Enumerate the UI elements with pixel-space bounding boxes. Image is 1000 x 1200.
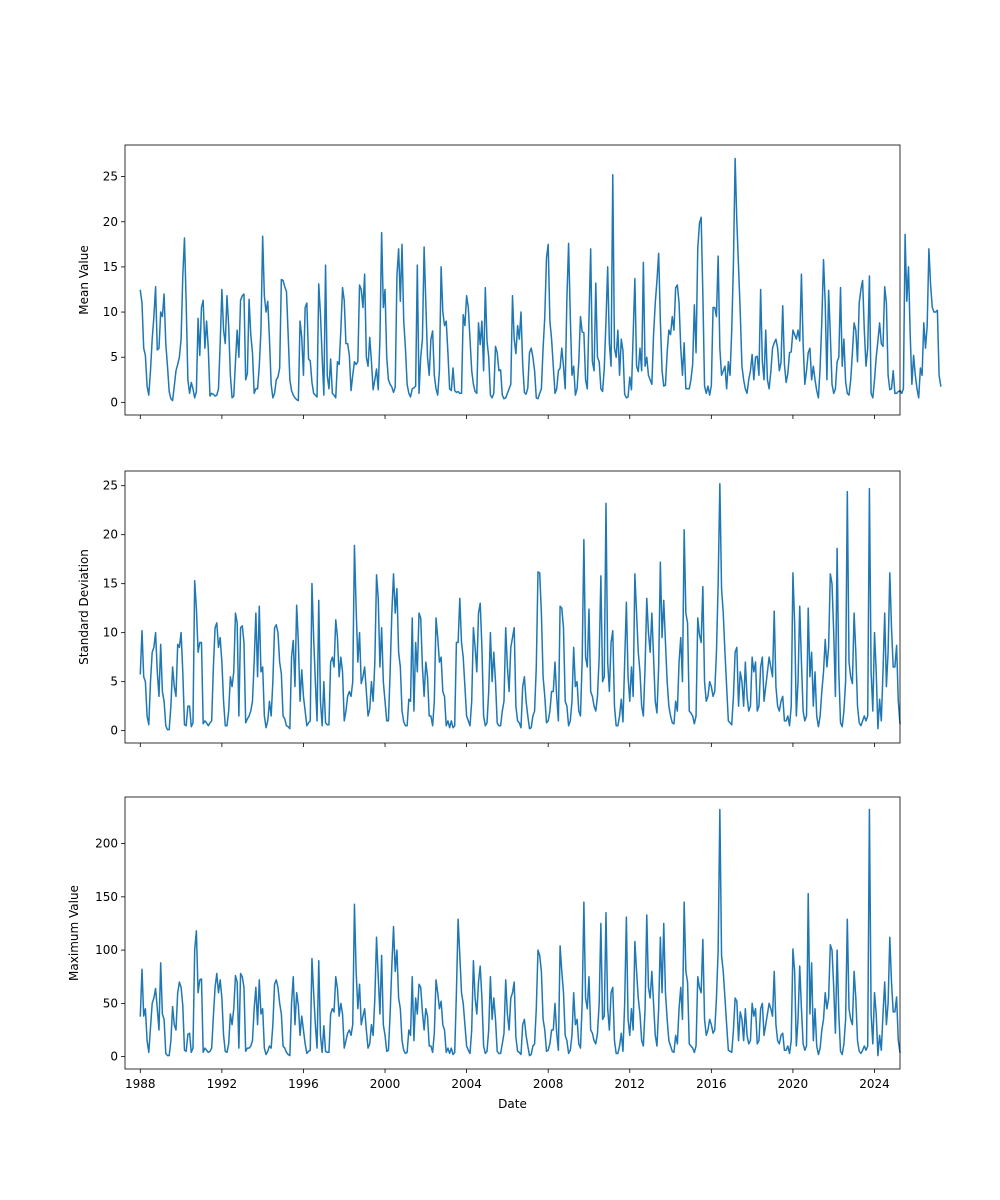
x-tick-label: 1996 bbox=[288, 1077, 319, 1091]
y-tick-label: 0 bbox=[110, 724, 118, 738]
y-axis-label: Standard Deviation bbox=[77, 549, 91, 665]
plot-frame bbox=[124, 144, 901, 416]
series-line-1 bbox=[139, 482, 901, 731]
y-tick-label: 20 bbox=[103, 215, 118, 229]
y-tick-label: 10 bbox=[103, 305, 118, 319]
x-tick-label: 2008 bbox=[533, 1077, 564, 1091]
y-tick-label: 15 bbox=[103, 260, 118, 274]
subplot-1: 0 5 10 15 20 25 Mean Value bbox=[77, 144, 942, 419]
y-axis-label: Maximum Value bbox=[67, 885, 81, 981]
y-axis-label: Mean Value bbox=[77, 245, 91, 314]
subplot-3: 0 50 100 150 200 1988 1992 1996 2000 2004 2008 2012… bbox=[67, 796, 901, 1111]
x-tick-label: 2020 bbox=[778, 1077, 809, 1091]
y-tick-label: 50 bbox=[103, 996, 118, 1010]
x-tick-label: 1988 bbox=[125, 1077, 156, 1091]
y-tick-label: 5 bbox=[110, 350, 118, 364]
y-tick-label: 5 bbox=[110, 675, 118, 689]
y-tick-label: 0 bbox=[110, 1050, 118, 1064]
x-tick-label: 1992 bbox=[207, 1077, 238, 1091]
subplot-2: 0 5 10 15 20 25 Standard Deviation bbox=[77, 470, 901, 747]
y-tick-label: 100 bbox=[95, 943, 118, 957]
y-tick-label: 150 bbox=[95, 890, 118, 904]
x-axis-label: Date bbox=[498, 1097, 527, 1111]
plot-frame bbox=[124, 470, 901, 744]
x-tick-label: 2012 bbox=[614, 1077, 645, 1091]
series-line-1 bbox=[139, 808, 901, 1057]
y-tick-label: 15 bbox=[103, 577, 118, 591]
series-line-1 bbox=[139, 157, 942, 402]
y-tick-label: 25 bbox=[103, 170, 118, 184]
y-tick-label: 200 bbox=[95, 837, 118, 851]
y-tick-label: 0 bbox=[110, 395, 118, 409]
x-tick-label: 2000 bbox=[370, 1077, 401, 1091]
x-tick-label: 2004 bbox=[451, 1077, 482, 1091]
plot-frame bbox=[124, 796, 901, 1070]
y-tick-label: 20 bbox=[103, 528, 118, 542]
x-tick-label: 2024 bbox=[859, 1077, 890, 1091]
x-tick-label: 2016 bbox=[696, 1077, 727, 1091]
y-tick-label: 10 bbox=[103, 626, 118, 640]
y-tick-label: 25 bbox=[103, 479, 118, 493]
